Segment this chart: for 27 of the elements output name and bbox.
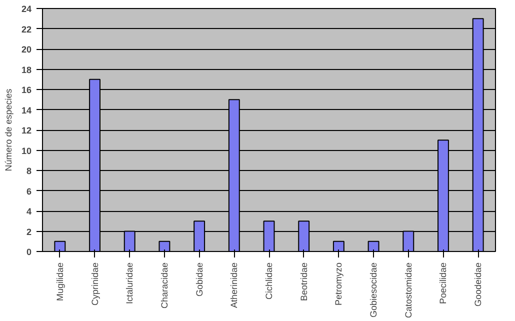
y-tick-label: 12	[21, 126, 32, 136]
y-tick-label: 24	[21, 4, 32, 14]
x-tick-label: Goodeidae	[473, 262, 484, 307]
x-tick-label: Petromyzo	[334, 262, 344, 306]
y-axis-title: Número de especies	[3, 88, 14, 172]
x-tick-label: Poecilidae	[438, 262, 448, 304]
x-tick-label: Atherinidae	[229, 262, 240, 308]
x-tick-label: Characidae	[159, 262, 170, 309]
x-tick-label: Cichlidae	[264, 262, 274, 300]
y-tick-label: 18	[21, 64, 32, 75]
y-tick-label: 8	[26, 166, 32, 176]
y-tick-label: 2	[26, 226, 32, 237]
y-tick-label: 4	[26, 206, 32, 216]
y-tick-label: 20	[21, 44, 32, 54]
y-tick-label: 14	[21, 105, 32, 116]
x-tick-label: Gobidae	[194, 262, 204, 297]
y-tick-label: 22	[21, 24, 32, 34]
y-tick-label: 10	[21, 146, 32, 156]
x-tick-label: Cyprinidae	[90, 262, 100, 306]
x-tick-label: Beotridae	[298, 262, 309, 302]
y-tick-label: 6	[26, 186, 32, 196]
x-tick-label: Ictaluridae	[124, 262, 135, 304]
x-tick-label: Mugilidae	[54, 262, 65, 302]
y-tick-label: 0	[26, 247, 32, 257]
x-tick-label: Catostomidae	[403, 262, 414, 318]
x-tick-label: Gobiesocidae	[368, 262, 379, 318]
y-tick-label: 16	[21, 85, 32, 95]
